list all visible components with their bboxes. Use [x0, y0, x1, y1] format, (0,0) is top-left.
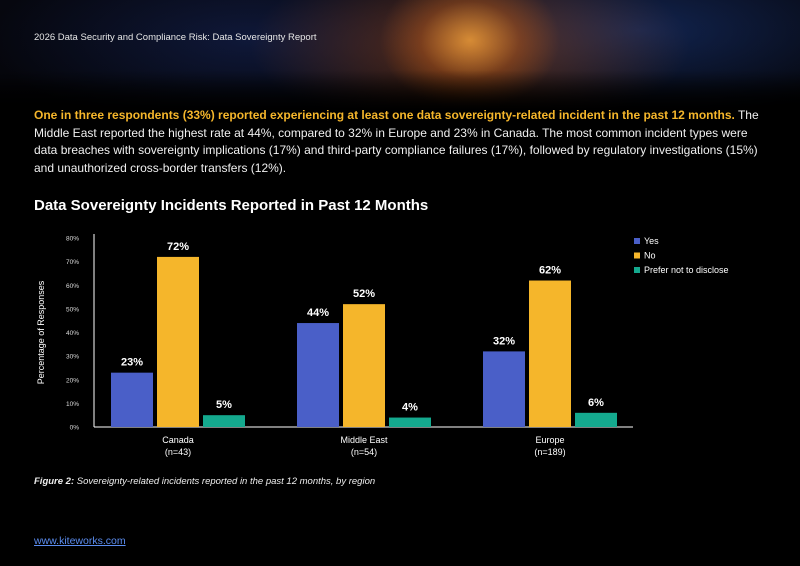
- x-category-label: Canada: [162, 435, 194, 445]
- x-category-label: Middle East: [340, 435, 388, 445]
- legend-swatch: [634, 238, 640, 244]
- bar-value-label: 23%: [121, 357, 143, 369]
- bar: [111, 372, 153, 427]
- hero-banner: [0, 0, 800, 110]
- x-category-count: (n=189): [534, 447, 565, 457]
- y-tick-label: 40%: [66, 330, 79, 337]
- y-tick-label: 30%: [66, 354, 79, 361]
- legend-swatch: [634, 267, 640, 273]
- bar: [529, 280, 571, 427]
- figure-caption: Figure 2: Sovereignty-related incidents …: [34, 476, 375, 487]
- bar-value-label: 52%: [353, 288, 375, 300]
- bar-value-label: 32%: [493, 335, 515, 347]
- bar: [297, 323, 339, 427]
- legend-label: Prefer not to disclose: [644, 265, 729, 275]
- caption-text: Sovereignty-related incidents reported i…: [74, 476, 376, 487]
- y-tick-label: 50%: [66, 306, 79, 313]
- bar-value-label: 5%: [216, 399, 232, 411]
- bar: [343, 304, 385, 427]
- bar-value-label: 6%: [588, 397, 604, 409]
- y-tick-label: 20%: [66, 377, 79, 384]
- caption-label: Figure 2:: [34, 476, 75, 487]
- intro-paragraph: One in three respondents (33%) reported …: [34, 107, 769, 177]
- bar-value-label: 62%: [539, 265, 561, 277]
- intro-body: The Middle East reported the highest rat…: [34, 108, 759, 175]
- bar-value-label: 4%: [402, 402, 418, 414]
- legend-label: No: [644, 251, 656, 261]
- y-tick-label: 60%: [66, 283, 79, 290]
- y-tick-label: 70%: [66, 259, 79, 266]
- x-category-count: (n=54): [351, 447, 377, 457]
- bar: [483, 351, 525, 427]
- intro-highlight: One in three respondents (33%) reported …: [34, 108, 735, 122]
- x-category-count: (n=43): [165, 447, 191, 457]
- report-title: 2026 Data Security and Compliance Risk: …: [34, 32, 317, 43]
- bar: [575, 412, 617, 427]
- legend-label: Yes: [644, 236, 659, 246]
- y-axis-label: Percentage of Responses: [36, 280, 46, 384]
- x-category-label: Europe: [535, 435, 564, 445]
- y-tick-label: 10%: [66, 401, 79, 408]
- legend-swatch: [634, 252, 640, 259]
- bar: [203, 415, 245, 427]
- bar-value-label: 72%: [167, 241, 189, 253]
- bar: [389, 417, 431, 427]
- bar: [157, 256, 199, 427]
- website-link[interactable]: www.kiteworks.com: [34, 535, 126, 547]
- chart-title: Data Sovereignty Incidents Reported in P…: [34, 197, 429, 214]
- y-tick-label: 80%: [66, 236, 79, 243]
- y-tick-label: 0%: [70, 425, 80, 432]
- bar-value-label: 44%: [307, 307, 329, 319]
